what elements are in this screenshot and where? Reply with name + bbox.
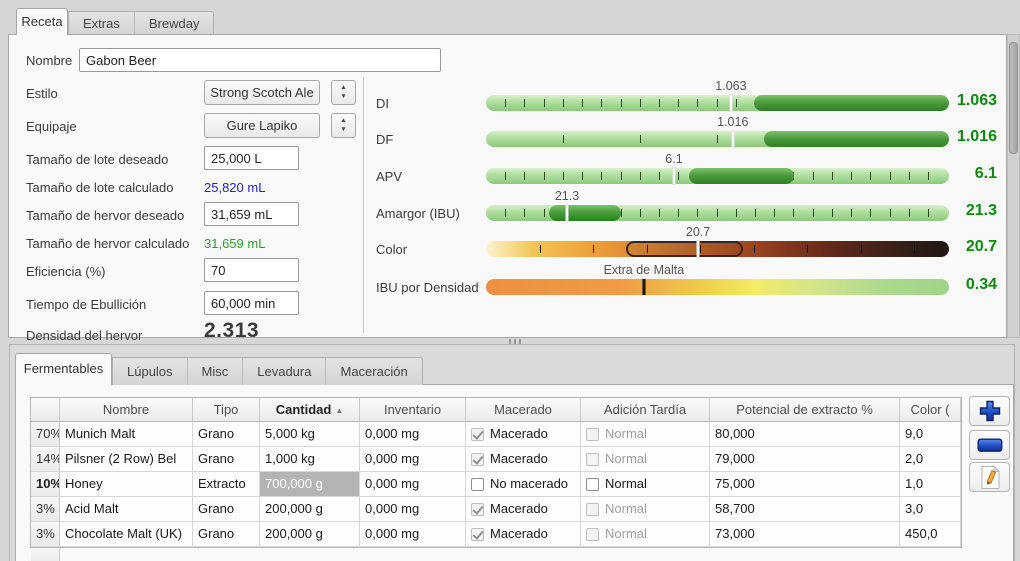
gauge-abv: APV 6.1 6.1	[376, 152, 997, 184]
ebullicion-label: Tiempo de Ebullición	[26, 297, 147, 312]
hervor-deseado-input[interactable]	[204, 202, 299, 226]
header-adicion-tardia[interactable]: Adición Tardía	[581, 398, 710, 422]
late-addition-checkbox[interactable]	[586, 427, 599, 441]
spinner-up-icon: ▲	[340, 117, 347, 125]
og-meter	[486, 95, 949, 111]
header-macerado[interactable]: Macerado	[466, 398, 581, 422]
fermentables-panel: Nombre Tipo Cantidad ▲ Inventario Macerad…	[15, 384, 1014, 561]
edit-pencil-icon	[981, 464, 1000, 489]
ibu-meter	[486, 205, 949, 221]
mashed-checkbox[interactable]	[471, 452, 484, 466]
equipaje-spinner[interactable]: ▲ ▼	[331, 113, 356, 138]
add-fermentable-button[interactable]	[969, 396, 1010, 426]
spinner-up-icon: ▲	[340, 84, 347, 92]
late-addition-checkbox[interactable]	[586, 502, 599, 516]
gauge-og: DI 1.063 1.063	[376, 79, 997, 111]
scrollbar-thumb[interactable]	[1009, 42, 1018, 154]
lote-calculado-value: 25,820 mL	[204, 180, 266, 195]
late-addition-checkbox[interactable]	[586, 477, 599, 491]
gauge-fg: DF 1.016 1.016	[376, 115, 997, 147]
tab-fermentables[interactable]: Fermentables	[15, 353, 112, 385]
gauge-color: Color 20.7 20.7	[376, 225, 997, 257]
bottom-tab-group: Lúpulos Misc Levadura Maceración	[112, 357, 423, 385]
tab-brewday[interactable]: Brewday	[148, 15, 200, 31]
tab-receta[interactable]: Receta	[16, 8, 68, 35]
gauge-ibu-gu: IBU por Densidad Extra de Malta 0.34	[376, 263, 997, 295]
tab-maceracion[interactable]: Maceración	[340, 364, 408, 379]
mashed-checkbox[interactable]	[471, 427, 484, 441]
hervor-calculado-label: Tamaño de hervor calculado	[26, 236, 190, 251]
densidad-value: 2.313	[204, 319, 260, 342]
tab-extras[interactable]: Extras	[69, 12, 135, 34]
selected-cell[interactable]: 700,000 g	[260, 472, 360, 497]
header-cantidad[interactable]: Cantidad ▲	[260, 398, 360, 422]
late-addition-checkbox[interactable]	[586, 527, 599, 541]
ebullicion-input[interactable]	[204, 291, 299, 315]
estilo-label: Estilo	[26, 86, 58, 101]
estilo-button[interactable]: Strong Scotch Ale	[204, 80, 320, 105]
header-potencial[interactable]: Potencial de extracto %	[710, 398, 900, 422]
lote-deseado-label: Tamaño de lote deseado	[26, 152, 169, 167]
nombre-input[interactable]	[79, 48, 441, 72]
pane-splitter[interactable]	[0, 339, 1020, 344]
vertical-scrollbar[interactable]	[1007, 34, 1020, 338]
header-inventario[interactable]: Inventario	[360, 398, 466, 422]
densidad-label: Densidad del hervor	[26, 328, 143, 343]
sort-asc-icon: ▲	[335, 406, 344, 415]
mashed-checkbox[interactable]	[471, 477, 484, 491]
header-pct[interactable]	[31, 398, 60, 422]
estilo-spinner[interactable]: ▲ ▼	[331, 80, 356, 105]
plus-icon	[979, 400, 1000, 422]
remove-fermentable-button[interactable]	[969, 430, 1010, 460]
hervor-deseado-label: Tamaño de hervor deseado	[26, 208, 185, 223]
empty-row-header	[31, 548, 60, 561]
equipaje-button[interactable]: Gure Lapiko	[204, 113, 320, 138]
splitter-grip-icon	[509, 339, 521, 344]
fermentables-table: Nombre Tipo Cantidad ▲ Inventario Macerad…	[30, 397, 962, 548]
header-color[interactable]: Color (	[900, 398, 961, 422]
fg-meter	[486, 131, 949, 147]
header-nombre[interactable]: Nombre	[60, 398, 193, 422]
late-addition-checkbox[interactable]	[586, 452, 599, 466]
balance-meter	[486, 279, 949, 295]
edit-fermentable-button[interactable]	[969, 462, 1010, 492]
abv-meter	[486, 168, 949, 184]
tab-lupulos[interactable]: Lúpulos	[113, 358, 188, 385]
header-tipo[interactable]: Tipo	[193, 398, 260, 422]
eficiencia-input[interactable]	[204, 258, 299, 282]
equipaje-label: Equipaje	[26, 119, 77, 134]
vertical-divider	[363, 77, 364, 333]
hervor-calculado-value: 31,659 mL	[204, 236, 266, 251]
srm-meter	[486, 241, 949, 257]
eficiencia-label: Eficiencia (%)	[26, 264, 106, 279]
lote-calculado-label: Tamaño de lote calculado	[26, 180, 174, 195]
spinner-down-icon: ▼	[340, 125, 347, 133]
mashed-checkbox[interactable]	[471, 502, 484, 516]
spinner-down-icon: ▼	[340, 92, 347, 100]
tab-levadura[interactable]: Levadura	[243, 358, 327, 385]
gauge-ibu: Amargor (IBU) 21.3 21.3	[376, 189, 997, 221]
minus-icon	[977, 438, 1002, 452]
nombre-label: Nombre	[26, 53, 73, 68]
lote-deseado-input[interactable]	[204, 146, 299, 170]
mashed-checkbox[interactable]	[471, 527, 484, 541]
tab-misc[interactable]: Misc	[188, 358, 244, 385]
top-tab-group: Extras Brewday	[68, 11, 215, 34]
recipe-panel: Nombre Estilo Strong Scotch Ale ▲▼ Equip…	[8, 34, 1007, 343]
ingredients-box: Fermentables Lúpulos Misc Levadura Macer…	[9, 344, 1015, 561]
